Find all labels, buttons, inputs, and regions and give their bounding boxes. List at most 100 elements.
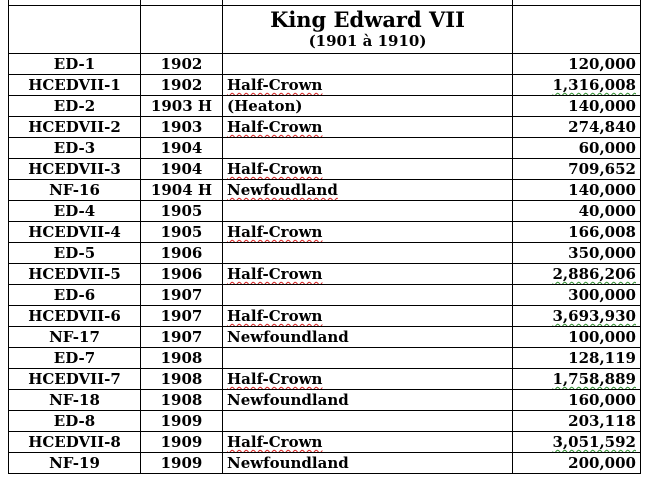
coin-year-cell: 1903: [140, 116, 223, 138]
table-row: HCEDVII-4 1905 Half-Crown 166,008: [8, 221, 641, 243]
coin-description-cell: [222, 347, 513, 369]
coin-mintage: 1,316,008: [552, 76, 636, 94]
coin-year-cell: 1908: [140, 389, 223, 411]
coin-code: ED-3: [53, 139, 96, 157]
coin-description: Half-Crown: [227, 433, 323, 451]
coin-code-cell: ED-1: [8, 53, 141, 75]
table-row: ED-6 1907 300,000: [8, 284, 641, 306]
coin-description-cell: Half-Crown: [222, 263, 513, 285]
coin-mintage-cell: 2,886,206: [512, 263, 641, 285]
coin-mintage-cell: 203,118: [512, 410, 641, 432]
coin-code: NF-16: [49, 181, 100, 199]
coin-code-cell: HCEDVII-8: [8, 431, 141, 453]
coin-mintage: 203,118: [568, 412, 636, 430]
coin-code: HCEDVII-7: [28, 370, 121, 388]
coin-code-cell: ED-7: [8, 347, 141, 369]
table-row: ED-2 1903 H (Heaton) 140,000: [8, 95, 641, 117]
coin-mintage-cell: 166,008: [512, 221, 641, 243]
coin-year-cell: 1902: [140, 74, 223, 96]
coin-description-cell: Newfoundland: [222, 326, 513, 348]
coin-year: 1907: [160, 328, 203, 346]
table-row: ED-4 1905 40,000: [8, 200, 641, 222]
coin-year-cell: 1907: [140, 284, 223, 306]
coin-code: HCEDVII-8: [28, 433, 121, 451]
coin-description: Half-Crown: [227, 223, 323, 241]
mintage-table-body: King Edward VII (1901 à 1910) ED-1 1902 12…: [8, 0, 641, 474]
coin-description-cell: Half-Crown: [222, 74, 513, 96]
coin-year: 1908: [160, 391, 203, 409]
coin-description-cell: Newfoundland: [222, 452, 513, 474]
coin-code: NF-18: [49, 391, 100, 409]
coin-year-cell: 1909: [140, 431, 223, 453]
table-subtitle: (1901 à 1910): [308, 32, 427, 50]
coin-description: Half-Crown: [227, 118, 323, 136]
coin-mintage: 709,652: [568, 160, 636, 178]
coin-mintage: 140,000: [568, 97, 636, 115]
coin-year-cell: 1908: [140, 347, 223, 369]
coin-description: Newfoudland: [227, 181, 338, 199]
mintage-table: King Edward VII (1901 à 1910) ED-1 1902 12…: [8, 0, 641, 474]
coin-code: HCEDVII-3: [28, 160, 121, 178]
coin-mintage: 166,008: [568, 223, 636, 241]
coin-mintage-cell: 128,119: [512, 347, 641, 369]
coin-description-cell: [222, 284, 513, 306]
coin-year-cell: 1904: [140, 137, 223, 159]
coin-description: (Heaton): [227, 97, 303, 115]
table-row: ED-5 1906 350,000: [8, 242, 641, 264]
table-row: ED-3 1904 60,000: [8, 137, 641, 159]
table-row: HCEDVII-5 1906 Half-Crown 2,886,206: [8, 263, 641, 285]
coin-code: ED-5: [53, 244, 96, 262]
coin-year-cell: 1904: [140, 158, 223, 180]
coin-code-cell: HCEDVII-3: [8, 158, 141, 180]
coin-year: 1906: [160, 244, 203, 262]
coin-mintage-cell: 200,000: [512, 452, 641, 474]
coin-code-cell: NF-17: [8, 326, 141, 348]
coin-year: 1902: [160, 55, 203, 73]
coin-mintage: 160,000: [568, 391, 636, 409]
table-row: HCEDVII-1 1902 Half-Crown 1,316,008: [8, 74, 641, 96]
coin-mintage: 100,000: [568, 328, 636, 346]
coin-mintage-cell: 120,000: [512, 53, 641, 75]
coin-year: 1906: [160, 265, 203, 283]
coin-code-cell: NF-19: [8, 452, 141, 474]
coin-mintage: 200,000: [568, 454, 636, 472]
coin-mintage-cell: 100,000: [512, 326, 641, 348]
coin-code-cell: HCEDVII-1: [8, 74, 141, 96]
coin-description-cell: Half-Crown: [222, 305, 513, 327]
coin-description-cell: Half-Crown: [222, 221, 513, 243]
table-header-row: King Edward VII (1901 à 1910): [8, 5, 641, 54]
coin-year-cell: 1906: [140, 242, 223, 264]
table-row: NF-18 1908 Newfoundland 160,000: [8, 389, 641, 411]
coin-code: ED-1: [53, 55, 96, 73]
coin-description-cell: Half-Crown: [222, 431, 513, 453]
coin-description-cell: (Heaton): [222, 95, 513, 117]
coin-mintage-cell: 140,000: [512, 95, 641, 117]
coin-code: HCEDVII-5: [28, 265, 121, 283]
coin-code: ED-8: [53, 412, 96, 430]
coin-mintage: 274,840: [568, 118, 636, 136]
coin-code-cell: ED-6: [8, 284, 141, 306]
coin-mintage: 350,000: [568, 244, 636, 262]
coin-mintage-cell: 1,758,889: [512, 368, 641, 390]
coin-code: HCEDVII-6: [28, 307, 121, 325]
coin-mintage: 120,000: [568, 55, 636, 73]
coin-year: 1904: [160, 160, 203, 178]
coin-code-cell: HCEDVII-7: [8, 368, 141, 390]
coin-code: HCEDVII-2: [28, 118, 121, 136]
coin-description-cell: Half-Crown: [222, 158, 513, 180]
coin-year: 1904: [160, 139, 203, 157]
coin-mintage: 1,758,889: [552, 370, 636, 388]
table-title: King Edward VII: [270, 7, 465, 32]
coin-code-cell: NF-18: [8, 389, 141, 411]
table-row: NF-19 1909 Newfoundland 200,000: [8, 452, 641, 474]
coin-description-cell: [222, 410, 513, 432]
coin-description-cell: [222, 53, 513, 75]
coin-mintage: 140,000: [568, 181, 636, 199]
coin-mintage: 2,886,206: [552, 265, 636, 283]
coin-description: Half-Crown: [227, 370, 323, 388]
coin-year: 1909: [160, 454, 203, 472]
table-row: ED-1 1902 120,000: [8, 53, 641, 75]
coin-mintage-cell: 3,051,592: [512, 431, 641, 453]
coin-mintage-cell: 60,000: [512, 137, 641, 159]
coin-year-cell: 1904 H: [140, 179, 223, 201]
